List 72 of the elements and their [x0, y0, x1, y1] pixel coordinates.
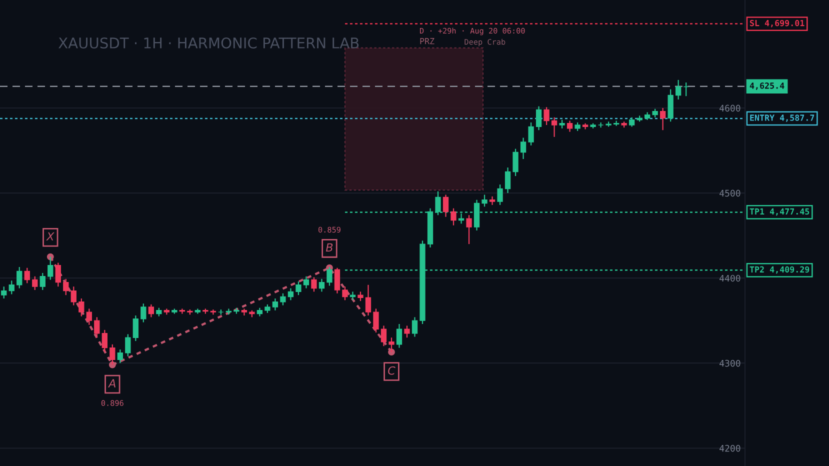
candlestick	[342, 286, 348, 301]
candlestick	[24, 267, 30, 284]
candlestick	[497, 184, 503, 206]
candlestick	[63, 278, 69, 296]
candlestick	[318, 278, 325, 292]
candlestick	[520, 137, 526, 160]
candlestick	[1, 286, 7, 300]
candlestick	[8, 280, 14, 295]
candlestick	[536, 106, 542, 131]
candlestick	[489, 196, 496, 206]
candlestick	[482, 194, 488, 208]
band-label: PRZ	[420, 38, 434, 44]
y-tick-label: 4300	[720, 360, 740, 367]
candlestick	[272, 298, 278, 311]
annotation: A	[108, 379, 116, 388]
candlestick	[442, 194, 449, 218]
candlestick	[504, 166, 511, 194]
candlestick	[466, 214, 472, 245]
candlestick	[660, 107, 666, 131]
candlestick	[350, 291, 356, 301]
ref-line-label: TP1 4,477.45	[750, 208, 810, 216]
ref-line-label: ENTRY 4,587.7	[750, 114, 814, 122]
candlestick	[450, 208, 456, 226]
candlestick	[40, 272, 46, 291]
candlestick	[132, 314, 138, 342]
candlestick	[544, 106, 550, 126]
candlestick	[140, 303, 146, 323]
candlestick	[358, 291, 364, 302]
candlestick	[396, 323, 402, 348]
y-tick-label: 4500	[720, 190, 740, 197]
candlestick	[334, 267, 340, 294]
candlestick	[380, 325, 387, 347]
candlestick	[55, 262, 61, 288]
ref-line-label: SL 4,699.01	[750, 20, 804, 28]
candlestick	[528, 122, 534, 146]
candlestick	[311, 276, 317, 292]
candlestick	[404, 325, 410, 338]
candlestick	[102, 329, 108, 353]
candlestick	[94, 316, 100, 338]
candlestick	[683, 82, 689, 97]
candlestick	[78, 298, 84, 317]
candlestick	[70, 286, 76, 306]
y-tick-label: 4600	[720, 104, 740, 112]
candlestick	[32, 276, 38, 291]
candlestick	[373, 308, 379, 334]
candlestick	[676, 79, 682, 100]
candlestick	[148, 304, 154, 318]
ref-line-label: 4,625.4	[750, 82, 784, 90]
candlestick	[296, 280, 302, 296]
candlestick	[241, 308, 248, 316]
candlestick	[566, 120, 573, 132]
candlestick	[16, 266, 22, 289]
candlestick	[628, 116, 635, 128]
annotation: X	[46, 232, 54, 240]
candlestick	[326, 266, 332, 286]
candlestick	[303, 276, 310, 289]
candlestick	[117, 348, 123, 364]
candlestick	[412, 316, 418, 338]
candlestick	[512, 148, 518, 177]
candlestick	[668, 88, 674, 122]
annotation: B	[326, 243, 333, 252]
candlestick	[288, 288, 294, 301]
candlestick	[125, 334, 131, 357]
candlestick	[86, 308, 92, 326]
candlestick	[365, 284, 372, 316]
text: XAUUSDT · 1H · HARMONIC PATTERN LAB	[58, 37, 359, 48]
y-tick-label: 4400	[720, 274, 740, 282]
annotation: C	[388, 366, 396, 375]
candlestick	[280, 292, 286, 306]
ref-line-label: TP2 4,409.29	[750, 266, 810, 274]
candlestick	[551, 116, 558, 138]
y-tick-label: 4200	[720, 444, 740, 452]
